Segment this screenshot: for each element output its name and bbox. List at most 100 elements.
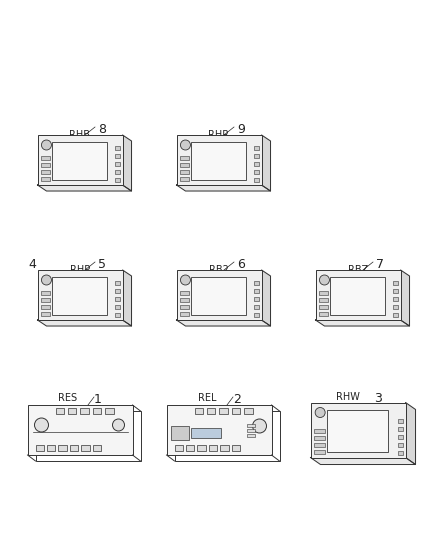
FancyBboxPatch shape: [232, 408, 240, 414]
FancyBboxPatch shape: [208, 445, 217, 451]
FancyBboxPatch shape: [314, 449, 325, 454]
FancyBboxPatch shape: [191, 428, 220, 438]
Polygon shape: [177, 185, 271, 191]
FancyBboxPatch shape: [318, 298, 328, 302]
FancyBboxPatch shape: [170, 426, 188, 440]
Text: RHR: RHR: [208, 130, 230, 140]
FancyBboxPatch shape: [186, 445, 194, 451]
FancyBboxPatch shape: [114, 154, 120, 158]
FancyBboxPatch shape: [398, 418, 403, 423]
Polygon shape: [177, 320, 271, 326]
FancyBboxPatch shape: [38, 135, 123, 185]
FancyBboxPatch shape: [114, 146, 120, 150]
FancyBboxPatch shape: [254, 146, 258, 150]
Polygon shape: [261, 270, 271, 326]
FancyBboxPatch shape: [180, 312, 189, 316]
FancyBboxPatch shape: [392, 305, 398, 309]
FancyBboxPatch shape: [219, 408, 228, 414]
FancyBboxPatch shape: [174, 411, 279, 461]
FancyBboxPatch shape: [318, 312, 328, 316]
Text: 9: 9: [237, 123, 245, 136]
Circle shape: [252, 419, 266, 433]
FancyBboxPatch shape: [254, 281, 258, 285]
FancyBboxPatch shape: [191, 142, 246, 180]
Polygon shape: [38, 185, 131, 191]
Circle shape: [180, 275, 191, 285]
FancyBboxPatch shape: [398, 450, 403, 455]
FancyBboxPatch shape: [40, 170, 50, 174]
FancyBboxPatch shape: [40, 312, 50, 316]
Circle shape: [315, 408, 325, 417]
FancyBboxPatch shape: [254, 178, 258, 182]
FancyBboxPatch shape: [180, 291, 189, 295]
Text: RHP: RHP: [70, 265, 90, 275]
Circle shape: [113, 419, 124, 431]
FancyBboxPatch shape: [314, 429, 325, 432]
FancyBboxPatch shape: [114, 297, 120, 301]
FancyBboxPatch shape: [180, 156, 189, 160]
FancyBboxPatch shape: [114, 289, 120, 293]
Text: 3: 3: [374, 392, 382, 406]
FancyBboxPatch shape: [315, 270, 400, 320]
FancyBboxPatch shape: [40, 156, 50, 160]
FancyBboxPatch shape: [318, 291, 328, 295]
FancyBboxPatch shape: [232, 445, 240, 451]
FancyBboxPatch shape: [330, 277, 385, 315]
Circle shape: [35, 418, 49, 432]
FancyBboxPatch shape: [114, 178, 120, 182]
FancyBboxPatch shape: [398, 434, 403, 439]
Text: 7: 7: [376, 258, 384, 271]
FancyBboxPatch shape: [166, 405, 272, 455]
FancyBboxPatch shape: [327, 410, 388, 452]
FancyBboxPatch shape: [207, 408, 215, 414]
Circle shape: [319, 275, 329, 285]
Text: RB2: RB2: [209, 265, 229, 275]
FancyBboxPatch shape: [56, 408, 64, 414]
FancyBboxPatch shape: [392, 281, 398, 285]
Text: 1: 1: [94, 393, 102, 406]
FancyBboxPatch shape: [177, 270, 261, 320]
FancyBboxPatch shape: [180, 298, 189, 302]
FancyBboxPatch shape: [105, 408, 113, 414]
FancyBboxPatch shape: [254, 305, 258, 309]
FancyBboxPatch shape: [40, 298, 50, 302]
FancyBboxPatch shape: [40, 305, 50, 309]
FancyBboxPatch shape: [180, 305, 189, 309]
Text: 8: 8: [98, 123, 106, 136]
FancyBboxPatch shape: [254, 162, 258, 166]
Text: RHW: RHW: [336, 392, 360, 402]
FancyBboxPatch shape: [114, 305, 120, 309]
Text: RES: RES: [58, 393, 78, 403]
FancyBboxPatch shape: [40, 291, 50, 295]
FancyBboxPatch shape: [191, 277, 246, 315]
FancyBboxPatch shape: [174, 445, 183, 451]
Text: 2: 2: [233, 393, 241, 406]
FancyBboxPatch shape: [180, 170, 189, 174]
FancyBboxPatch shape: [247, 429, 254, 432]
FancyBboxPatch shape: [52, 142, 106, 180]
FancyBboxPatch shape: [93, 408, 101, 414]
FancyBboxPatch shape: [47, 445, 55, 451]
FancyBboxPatch shape: [180, 163, 189, 167]
FancyBboxPatch shape: [40, 163, 50, 167]
FancyBboxPatch shape: [254, 170, 258, 174]
Text: REL: REL: [198, 393, 216, 403]
FancyBboxPatch shape: [194, 408, 203, 414]
FancyBboxPatch shape: [254, 154, 258, 158]
Text: 6: 6: [237, 258, 245, 271]
Circle shape: [42, 275, 51, 285]
FancyBboxPatch shape: [58, 445, 67, 451]
FancyBboxPatch shape: [114, 313, 120, 317]
FancyBboxPatch shape: [311, 402, 406, 457]
FancyBboxPatch shape: [314, 442, 325, 447]
FancyBboxPatch shape: [314, 435, 325, 440]
Text: 4: 4: [28, 258, 36, 271]
FancyBboxPatch shape: [114, 281, 120, 285]
Circle shape: [180, 140, 191, 150]
FancyBboxPatch shape: [52, 277, 106, 315]
Polygon shape: [123, 135, 131, 191]
FancyBboxPatch shape: [114, 170, 120, 174]
FancyBboxPatch shape: [28, 405, 133, 455]
Polygon shape: [311, 457, 416, 464]
FancyBboxPatch shape: [392, 313, 398, 317]
